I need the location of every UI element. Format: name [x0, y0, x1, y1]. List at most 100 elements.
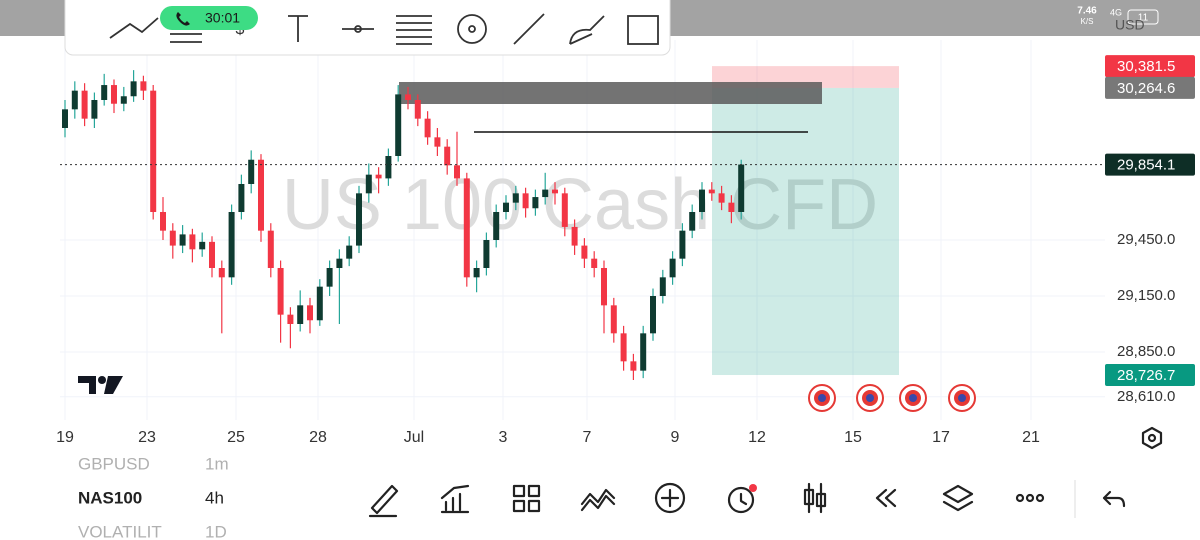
candle-body: [483, 239, 490, 268]
drawing-toolbar: [64, 0, 671, 56]
candle-body: [258, 159, 264, 231]
symbol-interval: 1D: [205, 522, 227, 540]
candle-body: [297, 305, 304, 324]
candle-body: [179, 234, 186, 246]
candle-body: [650, 295, 656, 334]
candle-body: [130, 81, 137, 97]
date-label: 17: [932, 429, 950, 446]
candle-body: [277, 267, 284, 315]
date-label: Jul: [404, 429, 424, 446]
date-label: 15: [844, 429, 862, 446]
fib-tool[interactable]: [396, 15, 432, 45]
replay-icon[interactable]: [875, 488, 897, 508]
candle-body: [718, 193, 725, 203]
candles-icon[interactable]: [807, 482, 823, 514]
candle-body: [326, 267, 333, 287]
candle-body: [669, 258, 676, 278]
candle-body: [542, 189, 549, 198]
tradingview-logo: [78, 376, 123, 394]
candle-body: [728, 202, 735, 212]
add-icon[interactable]: [654, 482, 686, 514]
settings-dot: [1147, 433, 1157, 443]
rect-tool[interactable]: [627, 15, 659, 45]
candle-body: [307, 305, 313, 321]
price-marker: [1105, 364, 1195, 387]
compare-icon[interactable]: [580, 488, 616, 512]
circle-dot: [468, 25, 476, 33]
trend-icon[interactable]: [109, 17, 159, 39]
candle-body: [601, 267, 607, 306]
candle-body: [503, 202, 509, 212]
symbol-name[interactable]: GBPUSD: [78, 454, 150, 473]
chart-area: 19 23 25 28 Jul 3 7 9 12 15 17 21 29,450.0 29,150.0 28…: [56, 40, 1195, 446]
candle-body: [512, 193, 519, 203]
symbol-list: GBPUSD 1m NAS100 4h VOLATILIT 1D: [78, 454, 229, 540]
undo-icon[interactable]: [1102, 490, 1126, 508]
price-tick-label: 29,150.0: [1117, 287, 1175, 304]
candle-body: [267, 230, 274, 268]
event-flags[interactable]: [808, 384, 976, 412]
candle-body: [385, 155, 392, 179]
brush-tool[interactable]: [569, 15, 605, 45]
date-label: 21: [1022, 429, 1040, 446]
draw-icon[interactable]: [368, 484, 399, 518]
symbol-interval: 1m: [205, 454, 229, 473]
date-label: 25: [227, 429, 245, 446]
candle-body: [316, 286, 323, 321]
target-zone: [712, 87, 899, 376]
date-label: 3: [499, 429, 508, 446]
candle-body: [91, 99, 98, 119]
network-type: 4G: [1110, 7, 1122, 17]
status-time: 5:51 PM: [84, 9, 144, 26]
candle-body: [522, 193, 529, 209]
candle-body: [463, 178, 470, 278]
candle-body: [630, 361, 637, 371]
price-tick-label: 28,850.0: [1117, 343, 1175, 360]
call-time: 30:01: [205, 10, 240, 26]
candle-body: [659, 277, 666, 296]
candle-body: [356, 193, 362, 246]
candle-body: [287, 314, 294, 324]
price-marker-label: 28,726.7: [1117, 367, 1175, 384]
price-marker: [1105, 76, 1195, 99]
alert-icon[interactable]: [727, 486, 755, 514]
candle-body: [238, 183, 245, 212]
alert-hands: [739, 492, 748, 506]
price-marker-label: 30,381.5: [1117, 58, 1175, 75]
candle-body: [395, 94, 402, 156]
layout-icon[interactable]: [512, 484, 541, 513]
currency[interactable]: USD: [1115, 17, 1145, 33]
symbol-name[interactable]: NAS100: [78, 488, 142, 507]
settings-icon[interactable]: [1141, 426, 1163, 450]
bottom-toolbar: [368, 480, 1126, 518]
line-tool[interactable]: [513, 13, 545, 45]
candle-body: [493, 211, 500, 240]
drawn-rectangle: [399, 82, 822, 104]
candle-body: [62, 109, 68, 128]
layers-icon[interactable]: [942, 484, 974, 512]
candle-body: [405, 94, 411, 100]
candle-body: [375, 174, 382, 179]
fib-icon[interactable]: [170, 33, 202, 43]
date-label: 19: [56, 429, 74, 446]
date-label: 12: [748, 429, 766, 446]
text-tool[interactable]: [288, 15, 308, 42]
hline-dot: [354, 25, 362, 33]
more-icon[interactable]: [1015, 493, 1045, 503]
candle-body: [473, 267, 480, 278]
candle-b: [815, 492, 827, 508]
circle-tool[interactable]: [457, 14, 487, 44]
candle-body: [591, 258, 598, 268]
price-tick-label: 29,450.0: [1117, 231, 1175, 248]
net-speed-unit: K/S: [1081, 17, 1094, 26]
candle-body: [120, 96, 127, 104]
add-plus: [660, 488, 680, 508]
candle-body: [199, 241, 206, 250]
symbol-name[interactable]: VOLATILIT: [78, 522, 162, 540]
candle-body: [248, 159, 255, 184]
date-label: 23: [138, 429, 156, 446]
candle-body: [434, 137, 441, 147]
candle-body: [571, 226, 578, 246]
indicators-icon[interactable]: [440, 484, 470, 514]
